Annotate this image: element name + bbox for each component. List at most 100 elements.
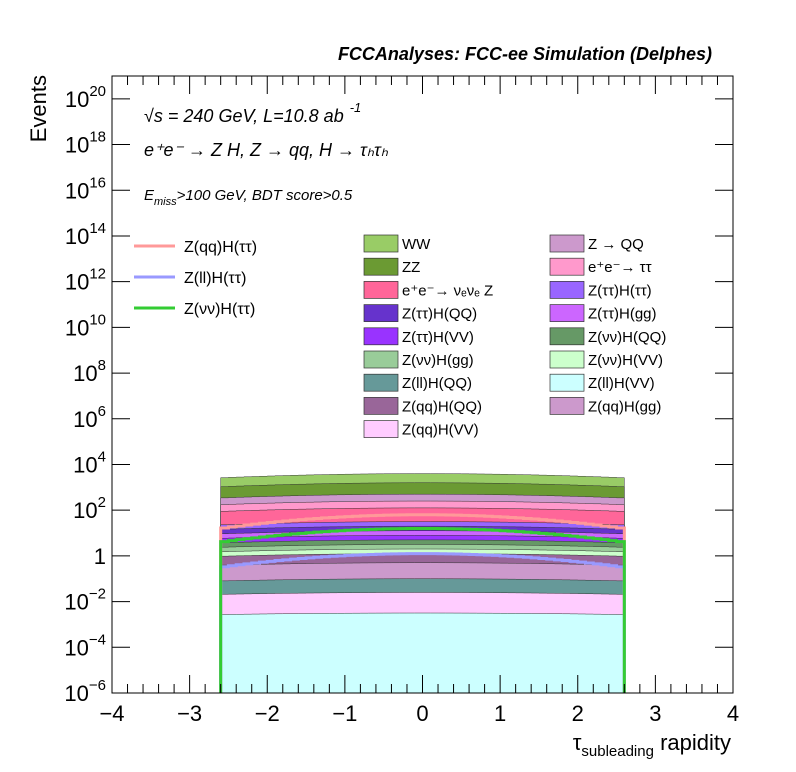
y-tick-label: 1016 xyxy=(65,174,106,203)
legend-label: Z(νν)H(QQ) xyxy=(588,329,666,346)
chart-title: FCCAnalyses: FCC-ee Simulation (Delphes) xyxy=(338,44,712,64)
cut-E: E xyxy=(144,187,155,204)
legend-swatch xyxy=(363,327,399,346)
y-tick-label: 108 xyxy=(73,357,106,386)
x-tick-label: 1 xyxy=(494,701,506,726)
x-tick-label: −4 xyxy=(99,701,124,726)
y-tick-base: 10 xyxy=(65,178,89,203)
legend: Z(qq)H(ττ) Z(ll)H(ττ) Z(νν)H(ττ) WW ZZ e⁺e⁻→ … xyxy=(134,234,666,439)
y-tick-exponent: 6 xyxy=(98,403,106,420)
x-tick-label: 3 xyxy=(649,701,661,726)
x-tick-label: −3 xyxy=(177,701,202,726)
sqrt-s: s xyxy=(154,106,163,126)
y-tick-exponent: 14 xyxy=(89,220,106,237)
y-tick-label: 104 xyxy=(73,448,106,477)
x-axis-label: τsubleading rapidity xyxy=(573,730,731,760)
legend-swatch xyxy=(549,350,585,369)
legend-swatch xyxy=(549,397,585,415)
y-tick-exponent: 10 xyxy=(89,311,106,328)
legend-swatch xyxy=(363,234,399,253)
legend-label: e⁺e⁻→ νₑνₑ Z xyxy=(402,282,493,299)
y-axis-label: Events xyxy=(26,75,51,142)
y-tick-label: 1018 xyxy=(65,129,106,158)
y-tick-base: 10 xyxy=(65,87,89,112)
y-tick-label: 1010 xyxy=(65,311,106,340)
y-tick-exponent: 8 xyxy=(98,357,106,374)
y-tick-base: 10 xyxy=(73,452,97,477)
sqrt-symbol: √ xyxy=(144,106,154,126)
y-tick-base: 10 xyxy=(73,498,97,523)
y-tick-base: 10 xyxy=(65,315,89,340)
y-tick-label: 102 xyxy=(73,494,106,523)
x-axis-ticks: −4 −3 −2 −1 0 1 2 3 4 xyxy=(99,76,739,726)
x-axis-label-subscript: subleading xyxy=(581,743,654,760)
y-tick-base: 10 xyxy=(73,361,97,386)
energy-sup: -1 xyxy=(350,100,362,115)
y-tick-exponent: 2 xyxy=(98,494,106,511)
legend-swatch xyxy=(363,304,399,322)
y-tick-label: 10−2 xyxy=(64,586,106,615)
y-tick-exponent: 20 xyxy=(89,83,106,100)
legend-label: Z(ll)H(VV) xyxy=(588,375,655,392)
legend-swatch xyxy=(549,257,585,276)
legend-label: Z(νν)H(VV) xyxy=(588,352,663,369)
y-tick-label: 1012 xyxy=(65,266,106,295)
legend-swatch xyxy=(363,397,399,415)
legend-label: Z(qq)H(ττ) xyxy=(184,239,257,256)
stack-z-ll-h-vv- xyxy=(220,612,625,694)
legend-swatch xyxy=(549,234,585,253)
x-tick-label: 2 xyxy=(572,701,584,726)
y-tick-exponent: 4 xyxy=(98,448,106,465)
legend-label: Z(ττ)H(gg) xyxy=(588,306,657,323)
x-tick-label: −1 xyxy=(332,701,357,726)
annotation-process: e⁺e⁻ → Z H, Z → qq, H → τₕτₕ xyxy=(144,140,389,160)
legend-label: Z(ττ)H(VV) xyxy=(402,329,474,346)
legend-swatch xyxy=(549,304,585,322)
legend-label: Z(ll)H(QQ) xyxy=(402,375,472,392)
legend-swatch xyxy=(363,350,399,369)
y-tick-label: 10−6 xyxy=(64,677,106,706)
signal-z-ll-h- xyxy=(219,552,626,693)
legend-label: Z(ττ)H(ττ) xyxy=(588,282,652,299)
legend-swatch xyxy=(363,281,399,299)
y-tick-base: 1 xyxy=(94,544,106,569)
legend-swatch xyxy=(549,281,585,299)
energy-text: = 240 GeV, L=10.8 ab xyxy=(163,106,344,126)
x-tick-label: 0 xyxy=(416,701,428,726)
y-tick-base: 10 xyxy=(65,133,89,158)
legend-swatch xyxy=(363,420,399,438)
signal-curves xyxy=(219,513,626,693)
y-tick-exponent: −4 xyxy=(89,631,106,648)
legend-swatch xyxy=(549,373,585,392)
y-tick-base: 10 xyxy=(65,224,89,249)
y-tick-label: 1 xyxy=(94,544,106,569)
legend-label: Z(qq)H(VV) xyxy=(402,422,479,439)
legend-label: Z(νν)H(ττ) xyxy=(184,301,255,318)
cut-sub: miss xyxy=(154,196,177,208)
x-tick-label: −2 xyxy=(255,701,280,726)
stacked-histograms xyxy=(220,473,625,694)
legend-label: Z → QQ xyxy=(588,236,644,253)
y-axis-ticks: 10−610−410−21102104106108101010121014101… xyxy=(64,83,733,706)
x-tick-label: 4 xyxy=(727,701,739,726)
y-tick-exponent: −6 xyxy=(89,677,106,694)
signal-z-h- xyxy=(219,526,626,693)
signal-z-qq-h- xyxy=(219,513,626,693)
y-tick-label: 1020 xyxy=(65,83,106,112)
y-tick-exponent: 12 xyxy=(89,266,106,283)
legend-label: Z(qq)H(QQ) xyxy=(402,398,482,415)
legend-label: WW xyxy=(402,236,431,253)
legend-label: Z(ττ)H(QQ) xyxy=(402,306,477,323)
y-tick-label: 10−4 xyxy=(64,631,106,660)
legend-label: Z(ll)H(ττ) xyxy=(184,270,246,287)
annotation-energy: √s = 240 GeV, L=10.8 ab -1 xyxy=(144,100,361,126)
legend-swatch xyxy=(363,373,399,392)
y-tick-exponent: −2 xyxy=(89,586,106,603)
y-tick-label: 1014 xyxy=(65,220,106,249)
legend-swatch xyxy=(363,257,399,276)
legend-swatch xyxy=(549,327,585,346)
cut-rest: >100 GeV, BDT score>0.5 xyxy=(177,187,353,204)
y-tick-base: 10 xyxy=(73,407,97,432)
y-tick-base: 10 xyxy=(64,635,88,660)
